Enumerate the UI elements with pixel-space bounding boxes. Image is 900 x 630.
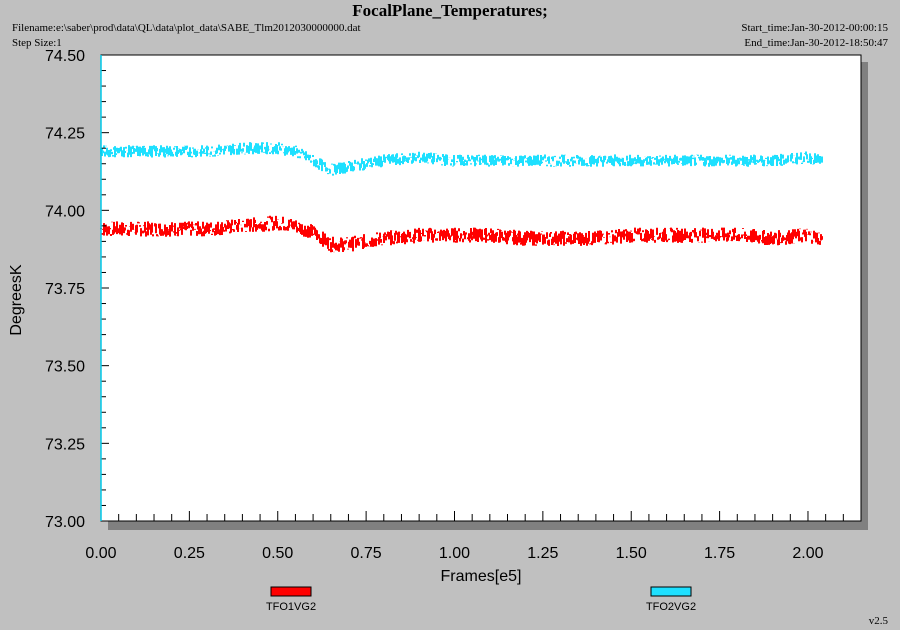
x-tick-label: 0.75 [351, 545, 382, 562]
y-tick-label: 73.50 [45, 359, 85, 376]
plot-area [100, 54, 862, 522]
y-tick-label: 74.00 [45, 203, 85, 220]
x-tick-label: 1.00 [439, 545, 470, 562]
x-tick-label: 1.25 [527, 545, 558, 562]
x-tick-label: 0.50 [262, 545, 293, 562]
end-time-label: End_time:Jan-30-2012-18:50:47 [744, 37, 888, 49]
step-size-label: Step Size:1 [12, 37, 62, 49]
chart-title: FocalPlane_Temperatures; [352, 1, 548, 20]
y-tick-label: 73.75 [45, 281, 85, 298]
x-tick-label: 1.50 [616, 545, 647, 562]
y-axis-label: DegreesK [8, 264, 25, 335]
legend-label-tfo2vg2: TFO2VG2 [646, 601, 696, 613]
y-tick-label: 74.50 [45, 48, 85, 65]
legend-swatch-tfo1vg2 [270, 586, 312, 597]
x-tick-label: 0.25 [174, 545, 205, 562]
x-tick-label: 2.00 [792, 545, 823, 562]
legend-swatch-tfo2vg2 [650, 586, 692, 597]
version-label: v2.5 [868, 615, 888, 627]
x-tick-label: 0.00 [85, 545, 116, 562]
filename-label: Filename:e:\saber\prod\data\QL\data\plot… [12, 22, 361, 34]
legend-label-tfo1vg2: TFO1VG2 [266, 601, 316, 613]
y-tick-label: 73.00 [45, 514, 85, 531]
x-axis-label: Frames[e5] [441, 568, 522, 585]
start-time-label: Start_time:Jan-30-2012-00:00:15 [741, 22, 888, 34]
axis-layer: 73.00 73.25 73.50 73.75 74.00 74.25 74.50 0.00 0… [45, 48, 824, 562]
y-tick-label: 73.25 [45, 436, 85, 453]
y-tick-label: 74.25 [45, 126, 85, 143]
x-tick-label: 1.75 [704, 545, 735, 562]
legend: TFO1VG2 TFO2VG2 [266, 586, 696, 613]
